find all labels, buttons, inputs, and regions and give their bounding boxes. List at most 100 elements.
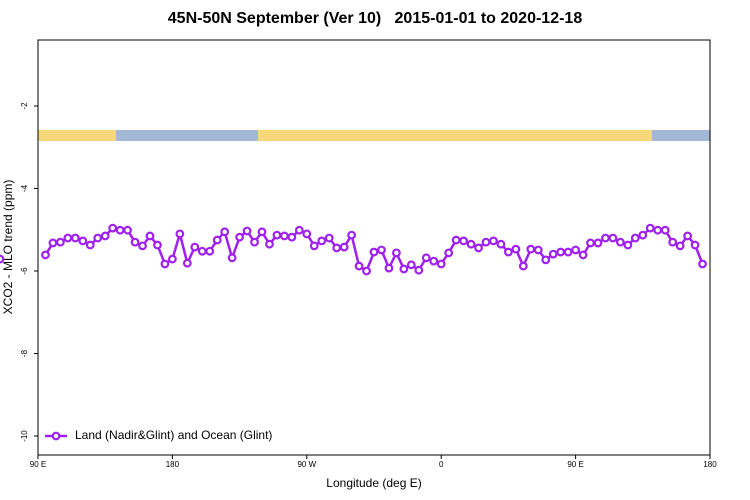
data-point [115, 225, 125, 235]
data-point [616, 237, 625, 247]
data-point [362, 266, 371, 276]
data-point [354, 261, 364, 271]
data-point [474, 243, 483, 253]
data-point [518, 261, 528, 271]
data-point [347, 230, 357, 240]
x-tick-label: 180 [166, 460, 180, 469]
data-point [302, 229, 312, 239]
data-point [324, 233, 334, 243]
data-point [563, 247, 573, 257]
land-strip [258, 130, 652, 141]
land-ocean-band [38, 130, 710, 141]
data-point [429, 256, 439, 266]
data-point [212, 235, 222, 245]
data-point [556, 247, 566, 257]
data-point [317, 236, 327, 246]
data-point [167, 254, 177, 264]
y-tick-label: -2 [20, 102, 29, 110]
y-axis-label: XCO2 - MLO trend (ppm) [1, 180, 15, 315]
data-point [250, 237, 259, 247]
data-point [257, 227, 267, 237]
x-tick-label: 90 W [297, 460, 316, 469]
data-point [100, 231, 110, 241]
data-point [541, 255, 551, 265]
data-point [459, 236, 469, 246]
data-point [339, 242, 349, 252]
data-point [668, 237, 678, 247]
data-point [182, 258, 192, 268]
data-point [287, 232, 297, 242]
data-point [332, 243, 342, 253]
data-point [399, 264, 409, 274]
data-point [683, 231, 692, 241]
data-point [436, 259, 446, 269]
y-tick-label: -8 [20, 349, 29, 357]
data-point [481, 237, 491, 247]
x-tick-label: 90 E [567, 460, 583, 469]
data-point [78, 236, 88, 246]
data-point [653, 225, 663, 235]
data-point [489, 236, 498, 246]
data-point [265, 239, 274, 249]
data-point [571, 245, 580, 255]
data-point [504, 247, 513, 257]
data-point [623, 240, 633, 250]
data-point [145, 231, 155, 241]
data-point [175, 229, 185, 239]
data-point [630, 233, 640, 243]
data-point [511, 244, 521, 254]
data-point [48, 238, 58, 248]
data-point [660, 225, 670, 235]
data-point [130, 237, 140, 247]
data-point [56, 237, 65, 247]
data-point [280, 231, 289, 241]
data-point [70, 233, 80, 243]
data-point [421, 253, 431, 263]
x-axis-label: Longitude (deg E) [326, 476, 421, 490]
data-point [138, 241, 147, 251]
data-point [578, 250, 588, 260]
data-point [93, 233, 103, 243]
data-point [451, 235, 461, 245]
data-point [197, 246, 207, 256]
plot-frame [37, 39, 711, 456]
x-tick-label: 0 [439, 460, 444, 469]
data-point [698, 259, 707, 269]
ocean-strip [116, 130, 258, 141]
data-point [190, 242, 200, 252]
data-point [227, 253, 237, 263]
data-point [0, 254, 5, 264]
data-point [377, 245, 386, 255]
legend-marker [51, 431, 61, 441]
data-point [123, 225, 132, 235]
data-point [414, 265, 424, 275]
y-tick-label: -4 [20, 184, 29, 192]
data-point [369, 247, 379, 257]
data-point [220, 227, 230, 237]
data-point [526, 244, 536, 254]
data-point [392, 248, 401, 258]
data-point [645, 223, 655, 233]
data-point [63, 233, 73, 243]
data-point [294, 225, 304, 235]
data-point [466, 239, 476, 249]
data-point [586, 238, 595, 248]
data-point [406, 260, 416, 270]
x-tick-label: 180 [703, 460, 717, 469]
data-point [242, 226, 252, 236]
data-point [272, 230, 282, 240]
chart-title: 45N-50N September (Ver 10) 2015-01-01 to… [168, 10, 583, 27]
data-point [638, 230, 648, 240]
data-point [384, 263, 394, 273]
data-point [205, 246, 215, 256]
data-point [690, 240, 700, 250]
data-point [444, 248, 454, 258]
data-point [548, 249, 558, 259]
data-point [41, 250, 50, 260]
data-point [235, 232, 245, 242]
ocean-strip [652, 130, 710, 141]
y-tick-label: -6 [20, 267, 29, 275]
data-point [601, 233, 610, 243]
data-point [160, 259, 170, 269]
